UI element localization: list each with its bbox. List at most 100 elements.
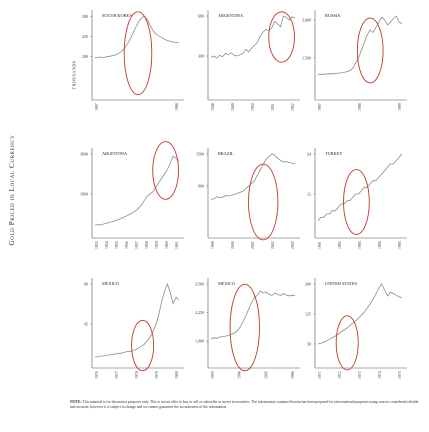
x-tick-label: 1973 [358,371,362,379]
y-tick-label: 1,000 [195,339,204,345]
series-line [94,155,180,226]
x-tick-label: 1978 [135,371,139,379]
y-tick-label: 1,500 [302,55,311,61]
x-tick-label: 1954 [105,241,109,249]
highlight-ellipse [152,141,179,200]
x-tick-label: 1951 [271,103,275,111]
highlight-ellipse [268,11,295,63]
chart-title: ARGENTINA [218,13,244,18]
y-tick-label: 3,500 [195,282,204,288]
chart-panel-9: UNITED STATES 200 125 50 1971 1972 1973 1974 197… [305,278,407,379]
y-tick-label: 290 [82,54,88,59]
x-tick-label: 1948 [211,103,215,111]
x-tick-label: 1956 [125,241,129,249]
x-tick-label: 2002 [271,241,275,249]
chart-title: UNITED STATES [325,281,358,286]
y-tick-label: 2,250 [195,310,204,316]
highlight-ellipse [343,169,370,235]
y-tick-label: 24 [307,152,311,157]
x-tick-label: 1961 [175,241,179,249]
x-tick-label: 1999 [211,241,215,249]
highlight-ellipse [123,11,153,96]
series-line [317,15,403,75]
chart-panel-4: ARGENTINA 3600 1800 1953 1954 1955 1956 1957 195… [80,141,184,249]
x-tick-label: 1997 [318,103,322,111]
x-tick-label: 1958 [145,241,149,249]
x-tick-label: 1952 [291,103,295,111]
y-tick-label: 12 [307,192,311,197]
x-tick-label: 1960 [165,241,169,249]
x-tick-label: 1953 [95,241,99,249]
chart-panel-1: SOUTH KOREA 580 435 290 1997 1998 [82,10,184,111]
chart-title: TURKEY [325,151,342,156]
x-tick-label: 1949 [231,103,235,111]
y-tick-label: 3,000 [302,17,311,23]
chart-panel-5: BRAZIL 1500 900 1999 2000 2001 2002 2003 [196,148,300,249]
series-line [210,15,296,59]
x-tick-label: 1959 [155,241,159,249]
x-tick-label: 1994 [238,371,242,379]
x-tick-label: 1997 [95,103,99,111]
y-tick-label: 125 [305,312,311,317]
series-line [210,153,296,200]
chart-title: RUSSIA [325,13,341,18]
series-line [95,282,180,358]
highlight-ellipse [335,315,359,371]
y-tick-label: 580 [82,14,88,19]
x-tick-label: 2001 [251,241,255,249]
x-tick-label: 1992 [338,241,342,249]
highlight-ellipse [229,283,260,372]
chart-title: MEXICO [102,281,119,286]
x-tick-label: 1976 [95,371,99,379]
disclaimer-note: NOTE: This material is for discussion pu… [70,400,422,410]
x-tick-label: 1955 [115,241,119,249]
y-tick-label: 600 [198,14,204,19]
y-tick-label: 200 [305,282,311,287]
x-tick-label: 1993 [211,371,215,379]
x-tick-label: 2003 [291,241,295,249]
chart-title: ARGENTINA [102,151,128,156]
chart-panel-3: RUSSIA 3,000 1,500 1997 1998 1999 [302,10,407,111]
x-tick-label: 1994 [378,241,382,249]
y-tick-label: 3600 [80,152,88,157]
series-line [317,153,403,221]
y-tick-label: 900 [198,184,204,189]
x-tick-label: 1957 [135,241,139,249]
series-line [94,15,180,59]
y-tick-label: 90 [84,282,88,287]
series-line [210,290,296,340]
x-tick-label: 1977 [115,371,119,379]
highlight-ellipse [356,17,384,84]
x-tick-label: 1998 [175,103,179,111]
chart-panel-7: MEXICO 90 45 1976 1977 1978 1979 1980 [84,278,184,379]
x-tick-label: 1996 [291,371,295,379]
y-tick-label: 1800 [80,192,88,197]
chart-title: SOUTH KOREA [102,13,133,18]
x-tick-label: 1993 [358,241,362,249]
y-tick-label: 435 [82,34,88,39]
x-tick-label: 1950 [251,103,255,111]
x-tick-label: 1971 [318,371,322,379]
highlight-ellipse [248,163,279,241]
highlight-ellipse [131,319,155,372]
x-tick-label: 1991 [318,241,322,249]
chart-title: BRAZIL [218,151,234,156]
y-tick-label: 1500 [196,152,204,157]
x-tick-label: 1998 [358,103,362,111]
x-tick-label: 1995 [398,241,402,249]
note-label: NOTE: [70,400,82,404]
y-tick-label: 50 [307,342,311,347]
x-tick-label: 1974 [378,371,382,379]
x-tick-label: 2000 [231,241,235,249]
x-tick-label: 1995 [264,371,268,379]
x-tick-label: 1972 [338,371,342,379]
chart-panel-2: ARGENTINA 600 300 1948 1949 1950 1951 1952 [198,10,300,111]
y-tick-label: 45 [84,322,88,327]
chart-panel-6: TURKEY 24 12 1991 1992 1993 1994 1995 [307,148,407,249]
note-text: This material is for discussion purposes… [70,400,419,410]
x-tick-label: 1979 [155,371,159,379]
x-tick-label: 1975 [398,371,402,379]
series-line [317,283,403,345]
x-tick-label: 1999 [398,103,402,111]
